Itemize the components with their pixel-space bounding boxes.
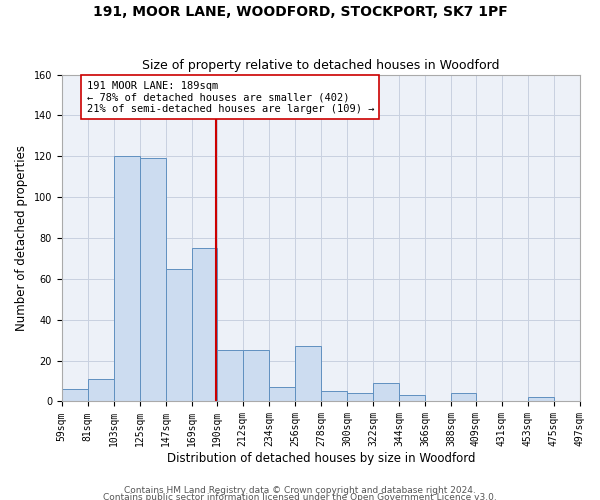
Bar [295,346,321,402]
Bar [399,396,425,402]
Bar [451,394,476,402]
Bar [269,387,295,402]
X-axis label: Distribution of detached houses by size in Woodford: Distribution of detached houses by size … [167,452,475,465]
Bar [166,268,192,402]
Bar [528,398,554,402]
Text: Contains HM Land Registry data © Crown copyright and database right 2024.: Contains HM Land Registry data © Crown c… [124,486,476,495]
Text: 191, MOOR LANE, WOODFORD, STOCKPORT, SK7 1PF: 191, MOOR LANE, WOODFORD, STOCKPORT, SK7… [92,5,508,19]
Bar [62,389,88,402]
Bar [347,394,373,402]
Bar [192,248,217,402]
Y-axis label: Number of detached properties: Number of detached properties [15,145,28,331]
Text: 191 MOOR LANE: 189sqm
← 78% of detached houses are smaller (402)
21% of semi-det: 191 MOOR LANE: 189sqm ← 78% of detached … [86,80,374,114]
Title: Size of property relative to detached houses in Woodford: Size of property relative to detached ho… [142,59,500,72]
Bar [373,383,399,402]
Bar [140,158,166,402]
Text: Contains public sector information licensed under the Open Government Licence v3: Contains public sector information licen… [103,494,497,500]
Bar [243,350,269,402]
Bar [88,379,114,402]
Bar [114,156,140,402]
Bar [321,392,347,402]
Bar [217,350,243,402]
